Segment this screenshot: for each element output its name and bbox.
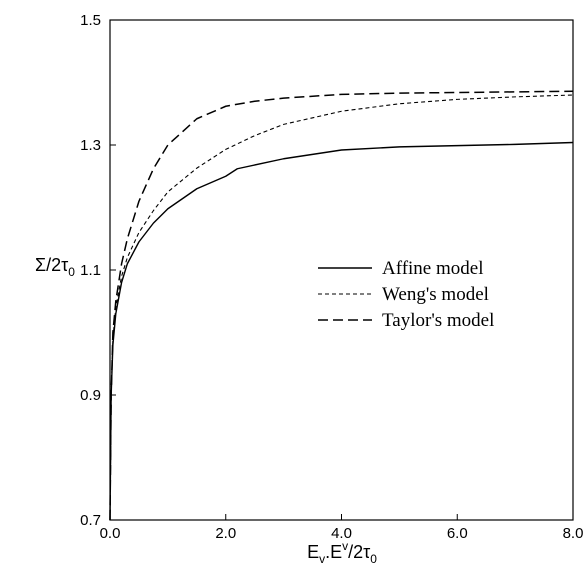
y-axis-label-base: Σ/2τ (35, 255, 68, 275)
x-tick-label: 0.0 (100, 525, 121, 542)
y-tick-label: 0.9 (80, 387, 101, 404)
y-tick-label: 1.3 (80, 137, 101, 154)
x-tick-label: 2.0 (215, 525, 236, 542)
y-tick-label: 1.1 (80, 262, 101, 279)
x-axis-label: Ev.Ev/2τ0 (307, 539, 377, 566)
x-axis-label-sup: v (342, 539, 348, 553)
x-tick-label: 4.0 (331, 525, 352, 542)
legend: Affine model Weng's model Taylor's model (318, 258, 494, 331)
series-line-weng-s-model (109, 94, 574, 521)
x-axis: 0.0 2.0 4.0 6.0 8.0 (100, 514, 583, 542)
x-axis-label-base: E (307, 542, 319, 562)
x-axis-label-mid: .E (325, 542, 342, 562)
y-tick-label: 0.7 (80, 512, 101, 529)
x-tick-label: 8.0 (563, 525, 583, 542)
y-tick-label: 1.5 (80, 12, 101, 29)
legend-label-affine: Affine model (382, 258, 484, 279)
series-lines (109, 90, 574, 521)
series-line-affine-model (109, 141, 574, 521)
y-axis-label-sub: 0 (68, 265, 75, 279)
y-axis: 0.7 0.9 1.1 1.3 1.5 (80, 12, 116, 529)
y-axis-label: Σ/2τ0 (35, 255, 75, 279)
series-line-taylor-s-model (109, 90, 574, 521)
x-axis-label-sub1: v (319, 552, 325, 566)
x-axis-label-sub2: 0 (370, 552, 377, 566)
legend-label-taylor: Taylor's model (382, 310, 494, 331)
legend-label-weng: Weng's model (382, 284, 489, 305)
x-axis-label-tail: /2τ (348, 542, 370, 562)
x-tick-label: 6.0 (447, 525, 468, 542)
